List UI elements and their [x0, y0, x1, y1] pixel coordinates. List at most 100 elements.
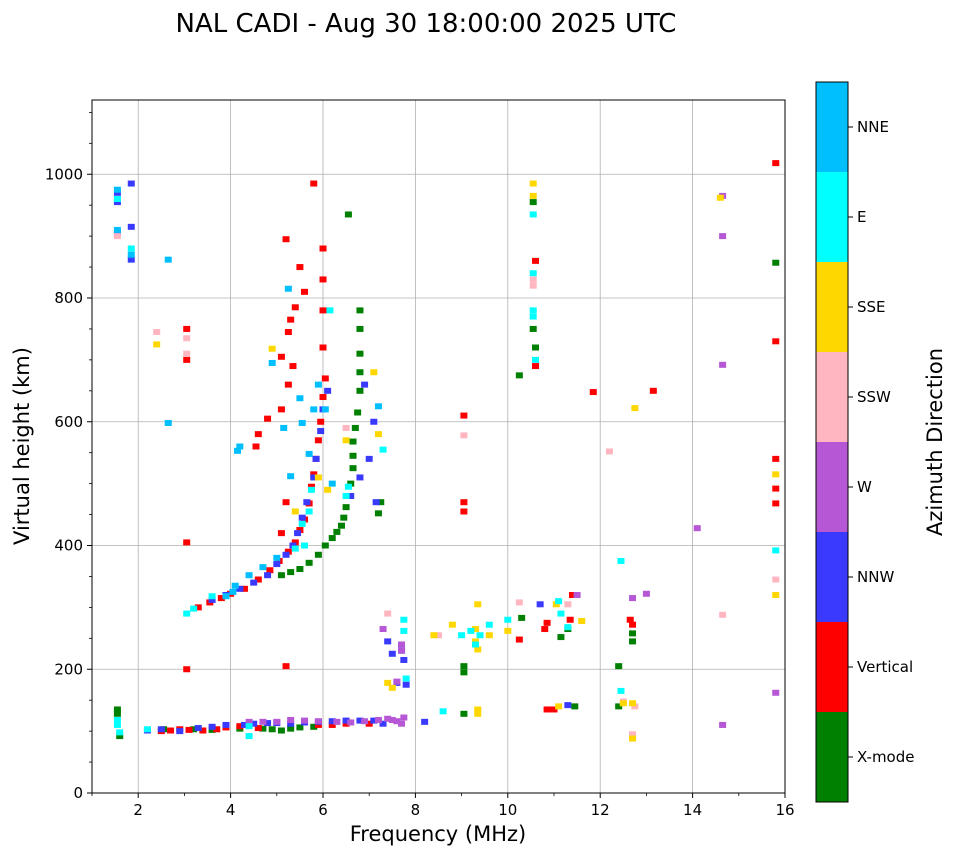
echo-point-nne — [231, 582, 239, 589]
echo-point-e — [208, 593, 216, 600]
echo-point-e — [245, 723, 253, 730]
echo-point-nnw — [236, 585, 244, 592]
echo-point-e — [564, 624, 572, 631]
echo-point-x-mode — [344, 211, 352, 218]
echo-point-e — [529, 211, 537, 218]
echo-point-sse — [374, 431, 382, 438]
echo-point-nnw — [421, 718, 429, 725]
echo-point-e — [127, 245, 135, 252]
echo-point-nnw — [250, 720, 258, 727]
echo-point-ssw — [460, 432, 468, 439]
echo-point-e — [400, 627, 408, 634]
echo-point-vertical — [183, 356, 191, 363]
echo-point-sse — [268, 345, 276, 352]
echo-point-x-mode — [515, 372, 523, 379]
x-tick-label: 12 — [591, 801, 610, 819]
echo-point-nnw — [370, 717, 378, 724]
echo-point-vertical — [319, 394, 327, 400]
plot-area: 2 4 6 8 10 12 14 16 0 200 400 600 800 1000 — [45, 99, 795, 819]
echo-point-nnw — [264, 720, 272, 727]
echo-point-nne — [164, 419, 172, 426]
colorbar-swatch-vertical — [816, 622, 848, 712]
echo-point-nnw — [287, 720, 295, 727]
echo-point-w — [287, 716, 295, 723]
echo-point-w — [719, 233, 727, 240]
echo-point-x-mode — [349, 438, 357, 445]
echo-point-x-mode — [347, 480, 355, 487]
echo-point-vertical — [532, 257, 540, 264]
echo-point-sse — [474, 710, 482, 717]
echo-point-x-mode — [772, 259, 780, 266]
echo-point-vertical — [199, 727, 207, 734]
echo-point-nne — [298, 419, 306, 426]
echo-point-vertical — [626, 616, 634, 623]
echo-point-x-mode — [351, 424, 359, 431]
echo-point-nnw — [536, 601, 544, 608]
echo-point-x-mode — [356, 387, 364, 394]
echo-point-e — [439, 708, 447, 715]
echo-point-nnw — [127, 256, 135, 263]
echo-point-ssw — [629, 731, 637, 738]
echo-point-ssw — [183, 335, 191, 342]
echo-point-e — [458, 632, 466, 639]
echo-point-e — [183, 610, 191, 617]
echo-point-e — [529, 307, 537, 314]
echo-point-nnw — [113, 189, 121, 196]
echo-point-e — [326, 307, 334, 314]
echo-point-vertical — [515, 636, 523, 643]
echo-point-nnw — [127, 180, 135, 187]
echo-point-sse — [619, 700, 627, 707]
echo-point-x-mode — [113, 710, 121, 717]
echo-point-e — [301, 542, 309, 549]
echo-point-ssw — [605, 448, 613, 455]
x-tick-label: 10 — [498, 801, 517, 819]
echo-point-e — [529, 270, 537, 277]
echo-point-sse — [370, 369, 378, 376]
echo-point-e — [116, 729, 124, 736]
echo-point-vertical — [236, 723, 244, 730]
echo-point-x-mode — [460, 663, 468, 670]
echo-point-vertical — [284, 329, 292, 336]
echo-point-vertical — [772, 500, 780, 507]
echo-point-x-mode — [629, 630, 637, 637]
echo-point-x-mode — [349, 465, 357, 472]
echo-point-vertical — [194, 604, 202, 611]
colorbar-title: Azimuth Direction — [923, 348, 947, 536]
y-axis-ticks: 0 200 400 600 800 1000 — [45, 111, 92, 802]
echo-point-e — [471, 641, 479, 648]
echo-point-nne — [236, 443, 244, 450]
echo-point-sse — [430, 632, 438, 639]
echo-point-x-mode — [342, 504, 350, 511]
echo-point-nnw — [370, 418, 378, 425]
echo-point-vertical — [185, 726, 193, 733]
echo-point-nne — [268, 359, 276, 366]
echo-point-w — [347, 719, 355, 726]
echo-point-w — [642, 590, 650, 597]
echo-point-nne — [374, 403, 382, 410]
echo-point-w — [245, 718, 253, 725]
echo-point-vertical — [566, 616, 574, 623]
echo-point-nne — [113, 186, 121, 193]
x-tick-label: 2 — [133, 801, 143, 819]
echo-point-sse — [474, 706, 482, 713]
echo-point-x-mode — [340, 514, 348, 521]
echo-point-sse — [153, 341, 161, 348]
echo-point-vertical — [319, 344, 327, 351]
echo-point-nnw — [324, 387, 332, 394]
echo-point-e — [342, 493, 350, 499]
echo-point-nnw — [208, 596, 216, 603]
echo-point-vertical — [277, 530, 285, 537]
echo-point-vertical — [589, 389, 597, 396]
echo-point-nnw — [361, 381, 369, 388]
echo-point-vertical — [266, 567, 274, 574]
echo-point-vertical — [541, 626, 549, 633]
echo-point-e — [617, 687, 625, 694]
echo-point-nnw — [222, 721, 230, 728]
echo-point-w — [719, 361, 727, 368]
echo-point-ssw — [515, 599, 523, 606]
echo-point-e — [557, 610, 565, 617]
echo-point-sse — [529, 192, 537, 199]
echo-point-x-mode — [333, 528, 341, 535]
echo-point-vertical — [252, 443, 260, 450]
